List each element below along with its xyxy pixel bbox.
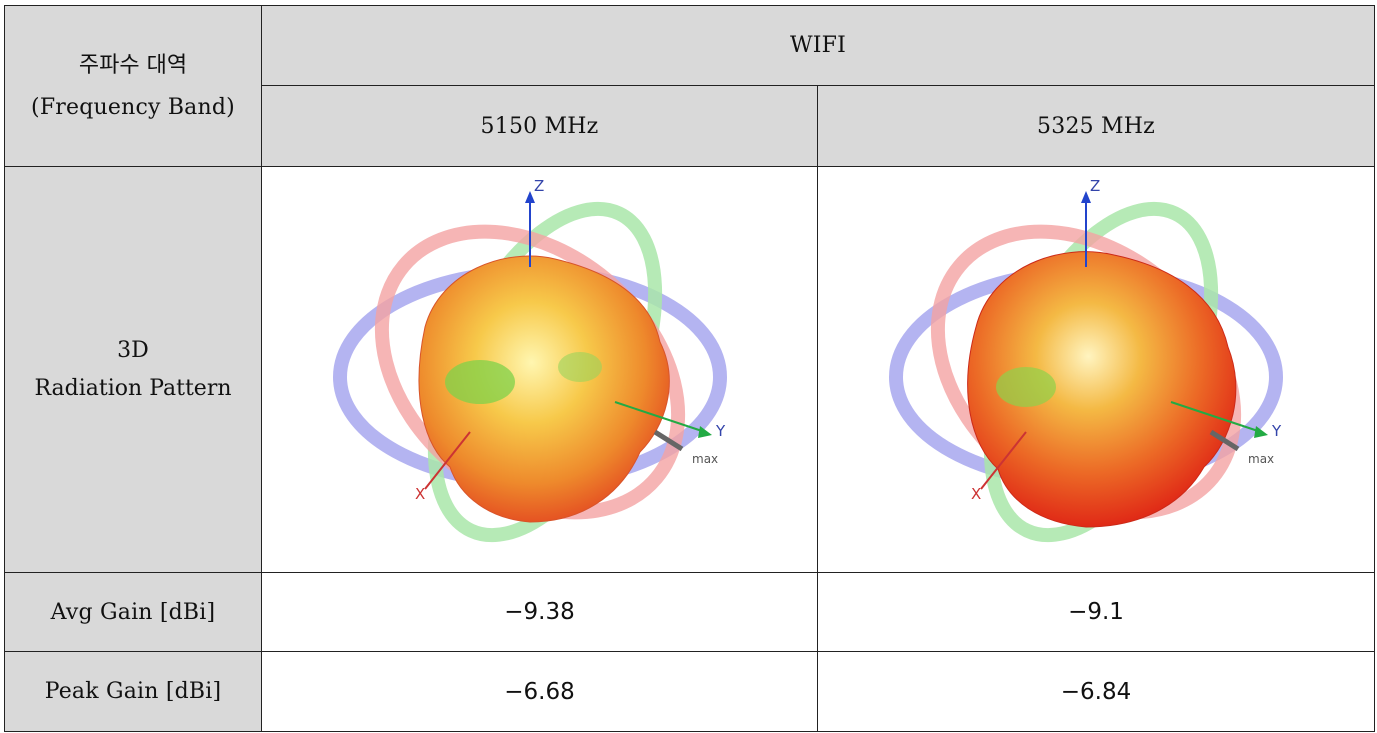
x-axis-label: X — [971, 485, 981, 503]
radiation-pattern-cell-5325: Z Y X max — [817, 166, 1375, 573]
y-axis-icon — [1170, 401, 1262, 433]
avg-gain-value-5325: −9.1 — [817, 572, 1375, 652]
column-header-5150: 5150 MHz — [261, 85, 818, 167]
y-axis-label: Y — [715, 422, 726, 440]
peak-gain-value-5325: −6.84 — [817, 651, 1375, 732]
avg-gain-value-5150: −9.38 — [261, 572, 818, 652]
z-axis-arrow-icon — [1081, 191, 1091, 203]
radiation-pattern-row-label: 3D Radiation Pattern — [4, 166, 262, 573]
z-axis-arrow-icon — [524, 191, 535, 203]
radiation-pattern-label-line1: 3D — [117, 337, 149, 363]
x-axis-label: X — [415, 485, 425, 503]
radiation-pattern-5325-image: Z Y X max — [889, 177, 1283, 543]
y-axis-arrow-icon — [1254, 426, 1268, 438]
radiation-pattern-cell-5150: Z Y X max — [261, 166, 818, 573]
column-header-5325: 5325 MHz — [817, 85, 1375, 167]
avg-gain-row-label: Avg Gain [dBi] — [4, 572, 262, 652]
radiation-pattern-5150-image: Z Y X max — [332, 177, 727, 543]
y-axis-label: Y — [1271, 422, 1282, 440]
low-gain-patch-icon — [444, 360, 515, 404]
frequency-band-label-ko: 주파수 대역 — [78, 53, 188, 78]
max-pointer-icon — [1209, 429, 1240, 452]
radiation-lobe-5150 — [418, 255, 670, 523]
wifi-group-header: WIFI — [261, 5, 1375, 86]
frequency-band-label-en: (Frequency Band) — [31, 95, 235, 120]
gain-table: 주파수 대역 (Frequency Band) WIFI 5150 MHz 53… — [4, 5, 1375, 732]
max-pointer-icon — [653, 429, 683, 452]
peak-gain-value-5150: −6.68 — [261, 651, 818, 732]
frequency-band-header: 주파수 대역 (Frequency Band) — [4, 5, 262, 167]
x-axis-icon — [980, 431, 1027, 490]
max-label: max — [692, 452, 718, 466]
radiation-pattern-label-line2: Radiation Pattern — [34, 375, 232, 401]
low-gain-patch-icon — [557, 352, 602, 382]
z-axis-label: Z — [534, 177, 544, 195]
x-axis-icon — [423, 431, 471, 490]
low-gain-patch-icon — [996, 367, 1056, 407]
z-axis-label: Z — [1090, 177, 1100, 195]
max-label: max — [1248, 452, 1274, 466]
y-axis-arrow-icon — [697, 426, 712, 438]
peak-gain-row-label: Peak Gain [dBi] — [4, 651, 262, 732]
y-axis-icon — [614, 401, 705, 433]
